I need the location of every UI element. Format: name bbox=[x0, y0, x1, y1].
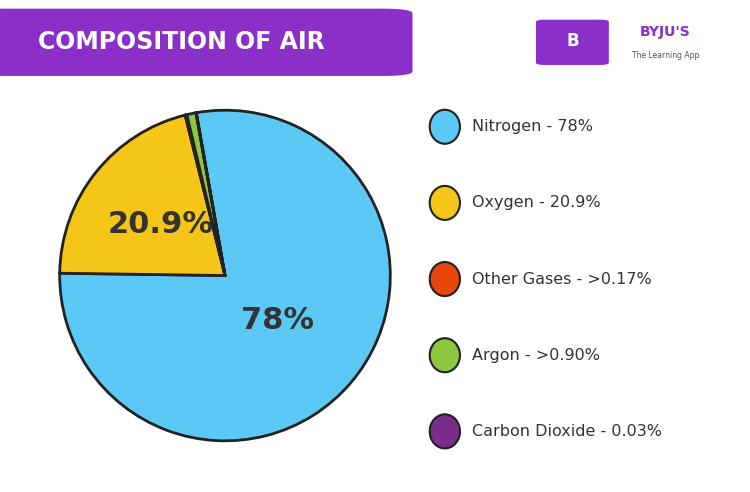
Text: The Learning App: The Learning App bbox=[632, 51, 699, 60]
Circle shape bbox=[430, 110, 460, 144]
Text: Argon - >0.90%: Argon - >0.90% bbox=[472, 348, 599, 363]
Circle shape bbox=[430, 414, 460, 448]
Circle shape bbox=[430, 338, 460, 372]
Wedge shape bbox=[196, 113, 225, 276]
Wedge shape bbox=[185, 115, 225, 276]
Text: Other Gases - >0.17%: Other Gases - >0.17% bbox=[472, 272, 651, 286]
Circle shape bbox=[430, 262, 460, 296]
Text: B: B bbox=[566, 32, 579, 50]
FancyBboxPatch shape bbox=[0, 9, 413, 76]
Text: 78%: 78% bbox=[242, 306, 314, 335]
Wedge shape bbox=[187, 113, 225, 276]
Wedge shape bbox=[60, 115, 225, 276]
FancyBboxPatch shape bbox=[536, 20, 609, 65]
Text: 20.9%: 20.9% bbox=[107, 210, 213, 239]
Text: Nitrogen - 78%: Nitrogen - 78% bbox=[472, 119, 592, 134]
Circle shape bbox=[430, 186, 460, 220]
Text: Oxygen - 20.9%: Oxygen - 20.9% bbox=[472, 195, 600, 211]
Text: BYJU'S: BYJU'S bbox=[640, 25, 691, 39]
Wedge shape bbox=[60, 110, 390, 441]
Text: Carbon Dioxide - 0.03%: Carbon Dioxide - 0.03% bbox=[472, 424, 662, 439]
Text: COMPOSITION OF AIR: COMPOSITION OF AIR bbox=[38, 31, 324, 54]
